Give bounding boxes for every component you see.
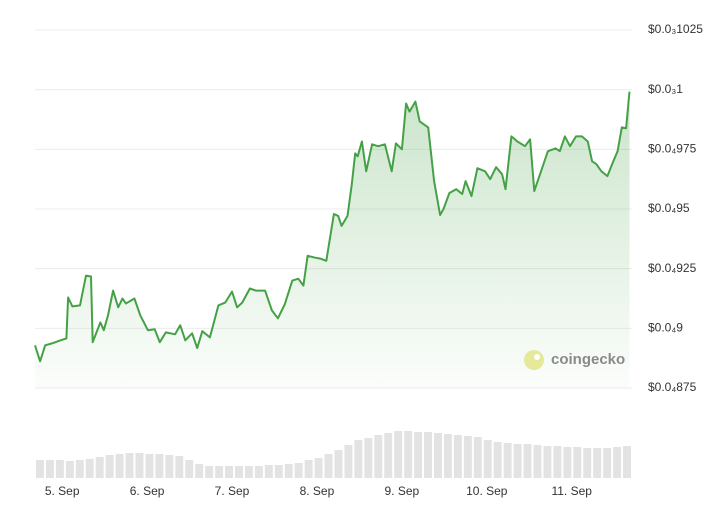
price-area xyxy=(35,91,630,388)
volume-bar xyxy=(105,455,114,478)
volume-bar xyxy=(215,466,224,478)
volume-bar xyxy=(603,448,612,478)
volume-bar xyxy=(364,438,373,478)
watermark-logo-eye xyxy=(534,354,540,360)
x-tick-label: 7. Sep xyxy=(215,484,250,498)
volume-bar xyxy=(543,446,552,478)
volume-bar xyxy=(36,460,44,478)
volume-bar xyxy=(354,440,363,478)
volume-bar xyxy=(115,454,124,478)
volume-bar xyxy=(463,436,472,478)
x-tick-label: 8. Sep xyxy=(300,484,335,498)
volume-bar xyxy=(593,448,602,478)
volume-bar xyxy=(573,447,582,478)
volume-bar xyxy=(165,455,174,478)
volume-bar xyxy=(274,465,283,478)
price-line xyxy=(34,91,631,363)
watermark: coingecko xyxy=(524,350,625,370)
volume-bar xyxy=(205,466,214,478)
x-tick-label: 11. Sep xyxy=(551,484,592,498)
x-tick-label: 10. Sep xyxy=(466,484,508,498)
y-tick-label: $0.0₃1 xyxy=(648,82,683,96)
volume-bar xyxy=(244,466,253,478)
volume-bar xyxy=(75,460,84,478)
volume-bar xyxy=(95,457,104,478)
volume-bar xyxy=(513,444,522,478)
y-tick-label: $0.0₄975 xyxy=(648,142,697,156)
volume-bar xyxy=(443,434,452,478)
watermark-text: coingecko xyxy=(551,351,625,368)
y-tick-label: $0.0₄95 xyxy=(648,201,690,215)
y-tick-label: $0.0₄9 xyxy=(648,321,683,335)
volume-bar xyxy=(533,445,542,478)
volume-bar xyxy=(65,461,74,478)
volume-bar xyxy=(145,454,154,478)
y-tick-label: $0.0₃1025 xyxy=(648,22,703,36)
volume-bar xyxy=(414,432,423,478)
volume-bar xyxy=(235,466,243,478)
y-tick-label: $0.0₄875 xyxy=(648,380,697,394)
volume-bar xyxy=(493,442,502,478)
volume-bar xyxy=(155,454,164,478)
volume-bar xyxy=(334,450,343,478)
y-tick-label: $0.0₄925 xyxy=(648,261,697,275)
volume-bar xyxy=(583,448,592,478)
volume-bar xyxy=(473,437,482,478)
volume-bar xyxy=(523,444,532,478)
x-tick-label: 9. Sep xyxy=(385,484,420,498)
volume-bar xyxy=(404,431,413,478)
volume-bar xyxy=(294,463,303,478)
volume-bar xyxy=(264,465,273,478)
volume-bar xyxy=(453,435,462,478)
volume-bar xyxy=(553,446,562,478)
volume-bar xyxy=(85,459,94,478)
x-tick-label: 5. Sep xyxy=(45,484,80,498)
volume-bar xyxy=(424,432,432,478)
volume-bar xyxy=(284,464,293,478)
volume-bar xyxy=(314,458,323,478)
volume-bar xyxy=(135,453,144,478)
volume-bar xyxy=(374,435,383,478)
volume-bar xyxy=(225,466,233,478)
volume-bar xyxy=(434,433,442,478)
volume-bar xyxy=(195,464,204,478)
volume-bar xyxy=(254,466,263,478)
volume-bar xyxy=(304,460,313,478)
volume-bar xyxy=(394,431,403,478)
volume-bar xyxy=(384,433,393,478)
volume-bar xyxy=(483,440,492,478)
volume-bar xyxy=(613,447,622,478)
volume-bar xyxy=(185,460,194,478)
volume-bar xyxy=(324,454,333,478)
volume-bar xyxy=(563,447,572,478)
volume-bar xyxy=(175,456,184,478)
x-tick-label: 6. Sep xyxy=(130,484,165,498)
volume-bar xyxy=(55,460,64,478)
volume-bar xyxy=(45,460,54,478)
volume-bar xyxy=(503,443,512,478)
volume-bar xyxy=(344,445,353,478)
volume-bar xyxy=(125,453,134,478)
watermark-logo xyxy=(524,350,544,370)
volume-bar xyxy=(623,446,631,478)
